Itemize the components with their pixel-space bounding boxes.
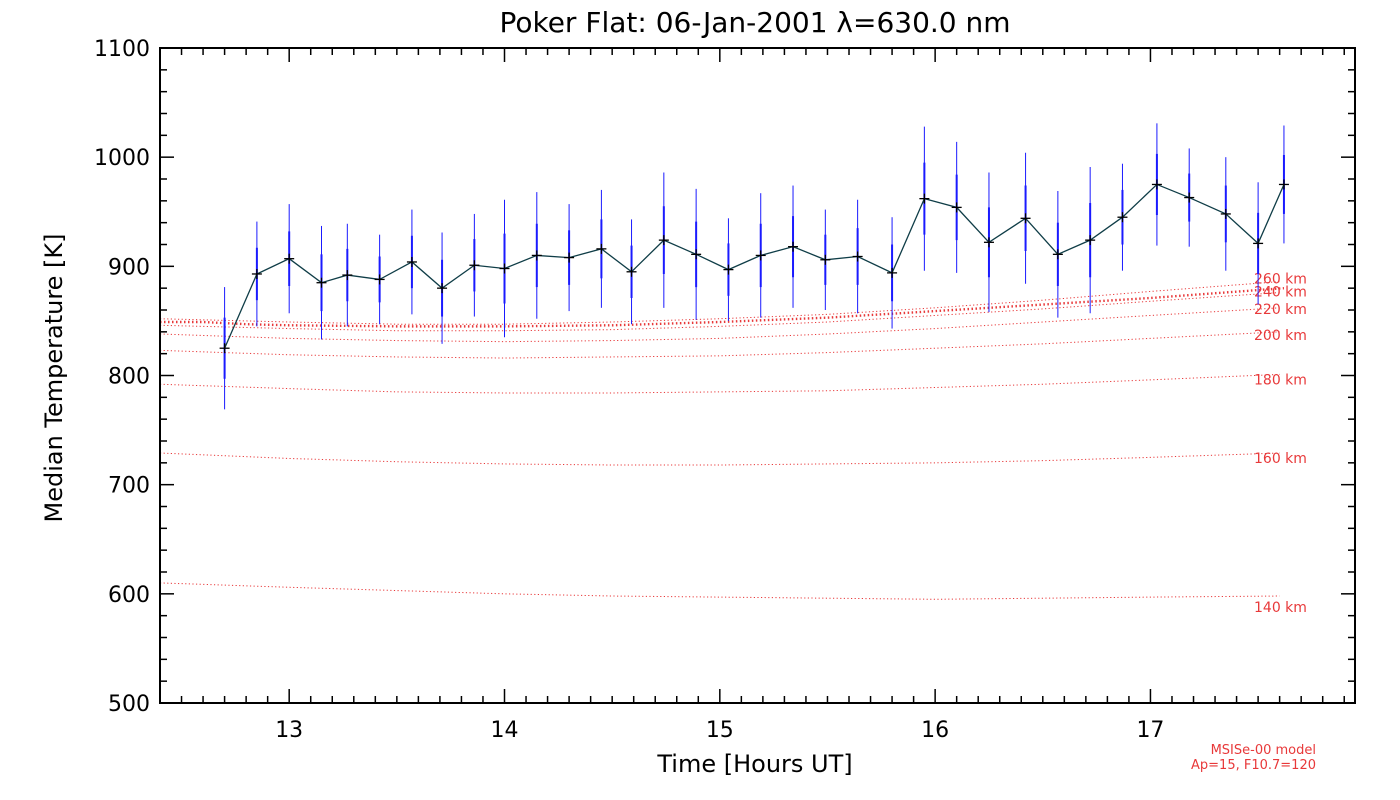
data-point (469, 260, 480, 271)
data-point (499, 263, 510, 274)
y-tick-label: 700 (108, 474, 150, 499)
data-point (1020, 213, 1031, 224)
data-point (596, 243, 607, 254)
data-point (1052, 249, 1063, 260)
data-point (1278, 179, 1289, 190)
y-tick-label: 500 (108, 692, 150, 717)
y-axis-label: Median Temperature [K] (40, 233, 68, 522)
data-point (658, 235, 669, 246)
data-point (1184, 192, 1195, 203)
model-curve-label: 200 km (1254, 328, 1307, 344)
data-point (951, 202, 962, 213)
plot-frame (159, 47, 1356, 704)
data-point (919, 193, 930, 204)
data-point (251, 268, 262, 279)
y-tick-label: 900 (108, 255, 150, 280)
model-curve (159, 331, 1280, 359)
y-tick-label: 600 (108, 583, 150, 608)
data-point (1151, 179, 1162, 190)
data-point (406, 256, 417, 267)
chart-title: Poker Flat: 06-Jan-2001 λ=630.0 nm (499, 6, 1010, 39)
data-point (820, 254, 831, 265)
x-axis-label: Time [Hours UT] (656, 750, 852, 778)
y-tick-label: 1000 (94, 146, 150, 171)
model-curve (159, 281, 1280, 325)
model-curve-label: 180 km (1254, 372, 1307, 388)
x-tick-label: 16 (921, 718, 949, 743)
data-point (284, 253, 295, 264)
data-point (852, 251, 863, 262)
model-curve-label: 220 km (1254, 302, 1307, 318)
x-tick-label: 13 (275, 718, 303, 743)
data-point (437, 283, 448, 294)
data-point (564, 252, 575, 263)
model-curve-label: 140 km (1254, 600, 1307, 616)
data-point (531, 250, 542, 261)
x-tick-label: 17 (1136, 718, 1164, 743)
data-point (1253, 238, 1264, 249)
model-curve-label: 260 km (1254, 272, 1307, 288)
data-point (316, 277, 327, 288)
model-emission-curve (160, 286, 1285, 328)
data-point (219, 343, 230, 354)
data-point (983, 237, 994, 248)
y-tick-label: 1100 (94, 37, 150, 62)
axes: 13 14 15 16 17 500 600 700 800 900 1000 1100 (94, 37, 1355, 743)
data-point (1117, 212, 1128, 223)
data-point (342, 270, 353, 281)
model-curve-label: 160 km (1254, 451, 1307, 467)
data-point (723, 264, 734, 275)
temperature-line (223, 183, 1285, 349)
model-note: MSISe-00 model (1211, 743, 1316, 758)
data-point (887, 267, 898, 278)
y-tick-label: 800 (108, 365, 150, 390)
model-params-note: Ap=15, F10.7=120 (1191, 758, 1316, 773)
x-tick-label: 14 (491, 718, 519, 743)
data-point (1085, 235, 1096, 246)
model-curve (159, 582, 1280, 600)
data-point (788, 241, 799, 252)
data-point (374, 274, 385, 285)
model-curve (159, 452, 1280, 466)
model-curve (159, 373, 1280, 394)
data-point (626, 266, 637, 277)
data-point (1220, 208, 1231, 219)
x-tick-label: 15 (706, 718, 734, 743)
data-point (755, 250, 766, 261)
data-point (691, 249, 702, 260)
